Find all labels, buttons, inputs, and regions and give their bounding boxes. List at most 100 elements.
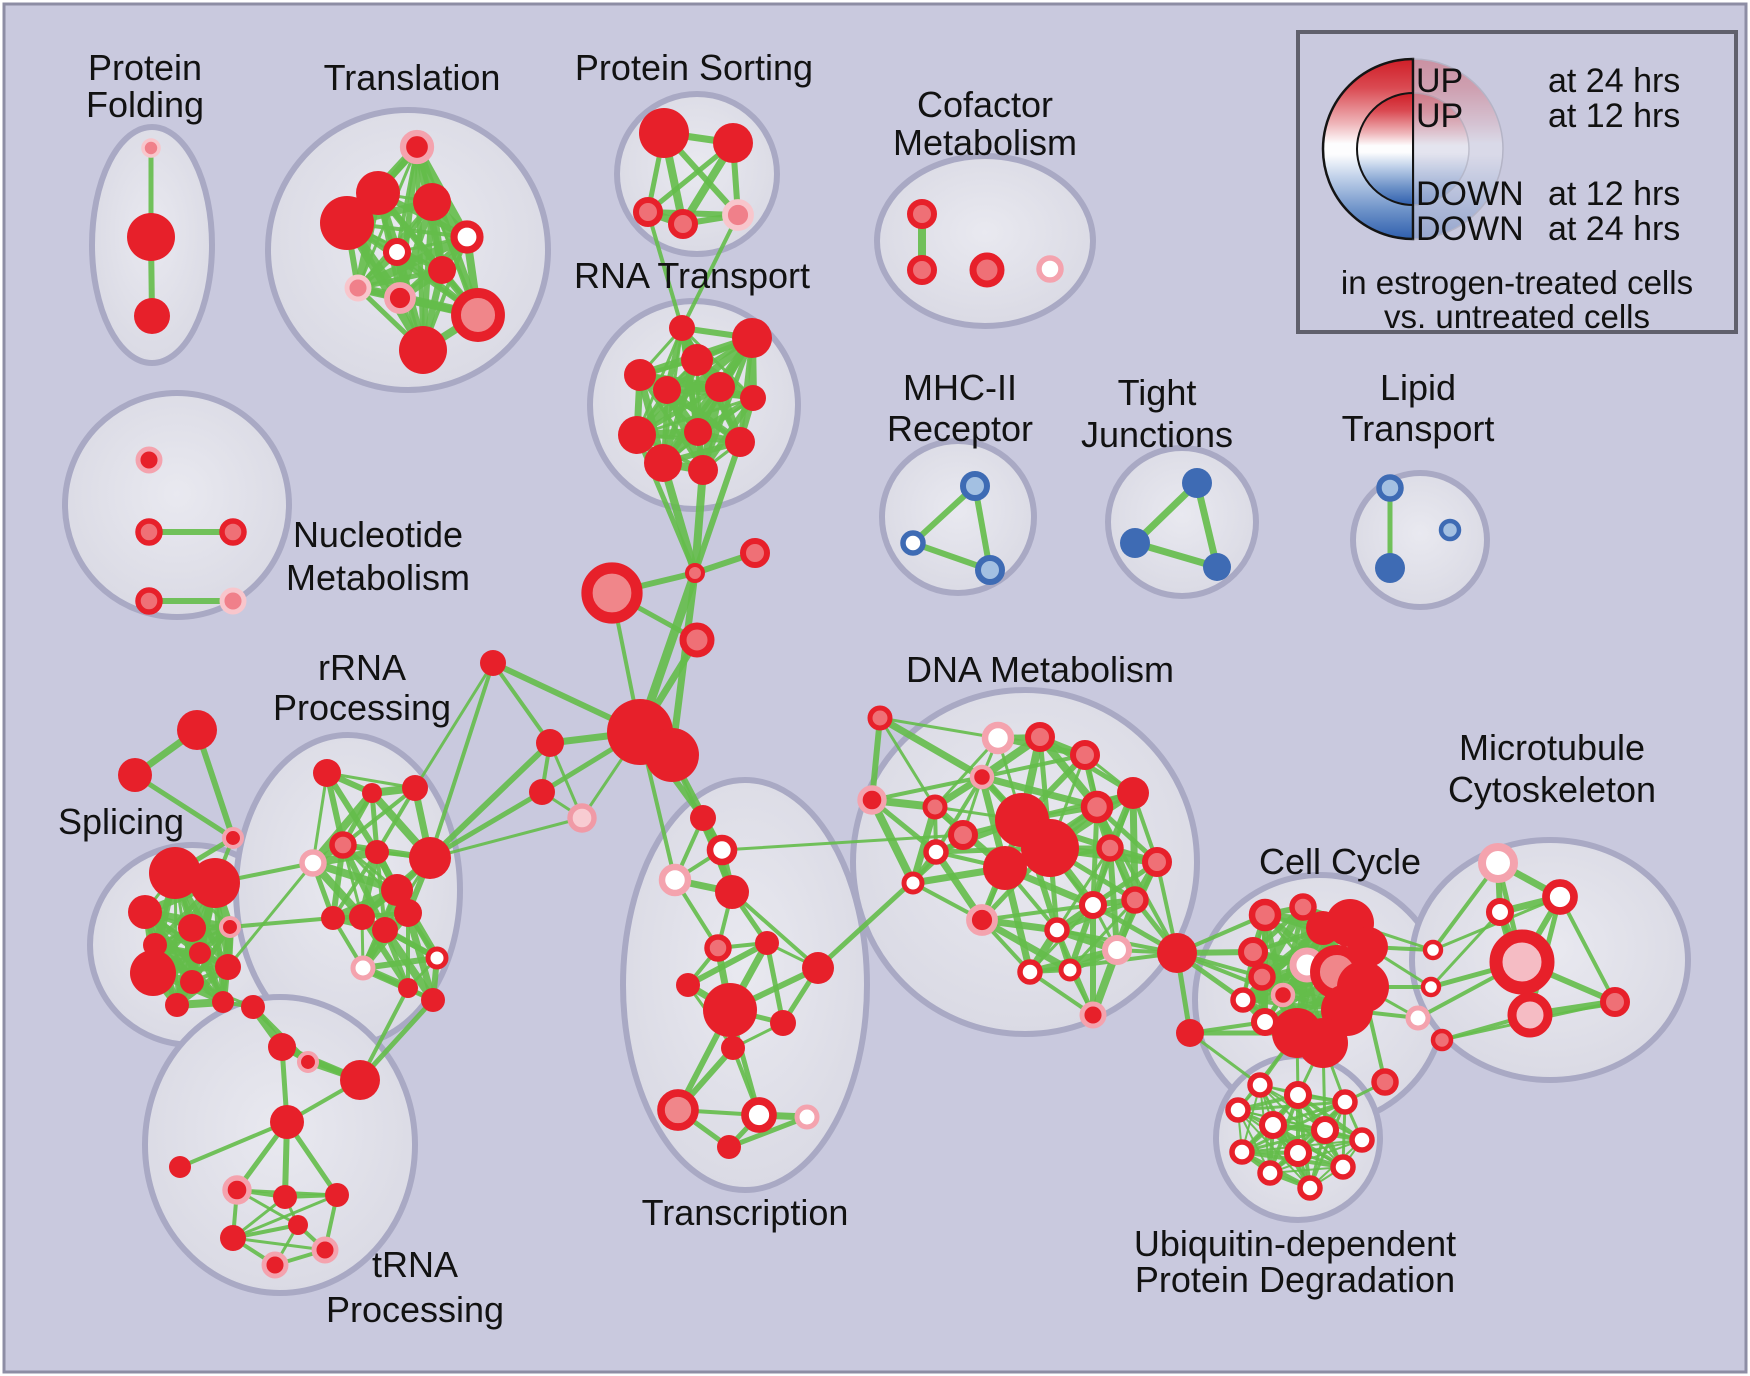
gene-node[interactable] bbox=[1283, 1080, 1313, 1110]
gene-node[interactable] bbox=[639, 108, 689, 158]
gene-node[interactable] bbox=[1176, 1019, 1204, 1047]
gene-node[interactable] bbox=[1157, 933, 1197, 973]
gene-node[interactable] bbox=[1203, 553, 1231, 581]
gene-node[interactable] bbox=[705, 372, 735, 402]
gene-node[interactable] bbox=[685, 563, 705, 583]
gene-node[interactable] bbox=[717, 1135, 741, 1159]
gene-node[interactable] bbox=[413, 183, 451, 221]
gene-node[interactable] bbox=[350, 955, 376, 981]
gene-node[interactable] bbox=[261, 1251, 289, 1279]
gene-node[interactable] bbox=[296, 1050, 320, 1074]
gene-node[interactable] bbox=[149, 847, 201, 899]
gene-node[interactable] bbox=[867, 705, 893, 731]
gene-node[interactable] bbox=[384, 282, 416, 314]
gene-node[interactable] bbox=[219, 587, 247, 615]
gene-node[interactable] bbox=[741, 1097, 777, 1133]
gene-node[interactable] bbox=[715, 875, 749, 909]
gene-node[interactable] bbox=[362, 783, 382, 803]
gene-node[interactable] bbox=[320, 196, 374, 250]
gene-node[interactable] bbox=[1257, 1160, 1283, 1186]
gene-node[interactable] bbox=[983, 846, 1027, 890]
gene-node[interactable] bbox=[713, 123, 753, 163]
gene-node[interactable] bbox=[268, 1033, 296, 1061]
gene-node[interactable] bbox=[770, 1010, 796, 1036]
gene-node[interactable] bbox=[189, 942, 211, 964]
gene-node[interactable] bbox=[1225, 1097, 1251, 1123]
gene-node[interactable] bbox=[1248, 963, 1276, 991]
gene-node[interactable] bbox=[1600, 987, 1630, 1017]
gene-node[interactable] bbox=[1078, 890, 1108, 920]
gene-node[interactable] bbox=[356, 171, 400, 215]
gene-node[interactable] bbox=[1096, 834, 1124, 862]
gene-node[interactable] bbox=[1298, 1018, 1348, 1068]
gene-node[interactable] bbox=[1330, 1154, 1356, 1180]
gene-node[interactable] bbox=[329, 831, 357, 859]
gene-node[interactable] bbox=[668, 209, 698, 239]
gene-node[interactable] bbox=[1036, 255, 1064, 283]
gene-node[interactable] bbox=[1349, 1127, 1375, 1153]
gene-node[interactable] bbox=[681, 344, 713, 376]
gene-node[interactable] bbox=[618, 416, 656, 454]
gene-node[interactable] bbox=[653, 376, 681, 404]
gene-node[interactable] bbox=[1021, 819, 1079, 877]
gene-node[interactable] bbox=[219, 518, 247, 546]
gene-node[interactable] bbox=[425, 946, 449, 970]
gene-node[interactable] bbox=[451, 288, 505, 342]
gene-node[interactable] bbox=[128, 895, 162, 929]
gene-node[interactable] bbox=[901, 871, 925, 895]
gene-node[interactable] bbox=[1542, 879, 1578, 915]
gene-node[interactable] bbox=[381, 874, 413, 906]
gene-node[interactable] bbox=[1121, 886, 1149, 914]
gene-node[interactable] bbox=[130, 950, 176, 996]
gene-node[interactable] bbox=[325, 1183, 349, 1207]
gene-node[interactable] bbox=[1332, 1089, 1358, 1115]
gene-node[interactable] bbox=[1025, 722, 1055, 752]
gene-node[interactable] bbox=[1375, 553, 1405, 583]
gene-node[interactable] bbox=[311, 1236, 339, 1264]
gene-node[interactable] bbox=[221, 826, 245, 850]
gene-node[interactable] bbox=[212, 991, 234, 1013]
gene-node[interactable] bbox=[394, 899, 422, 927]
gene-node[interactable] bbox=[706, 834, 738, 866]
gene-node[interactable] bbox=[684, 418, 712, 446]
gene-node[interactable] bbox=[399, 326, 447, 374]
gene-node[interactable] bbox=[721, 1036, 745, 1060]
gene-node[interactable] bbox=[215, 954, 241, 980]
gene-node[interactable] bbox=[703, 983, 757, 1037]
gene-node[interactable] bbox=[1283, 1138, 1313, 1168]
gene-node[interactable] bbox=[922, 794, 948, 820]
gene-node[interactable] bbox=[1247, 1072, 1273, 1098]
gene-node[interactable] bbox=[857, 785, 887, 815]
gene-node[interactable] bbox=[1079, 1001, 1107, 1029]
gene-node[interactable] bbox=[273, 1185, 297, 1209]
gene-node[interactable] bbox=[1376, 474, 1404, 502]
gene-node[interactable] bbox=[722, 199, 754, 231]
gene-node[interactable] bbox=[581, 562, 643, 624]
gene-node[interactable] bbox=[480, 650, 506, 676]
gene-node[interactable] bbox=[428, 256, 456, 284]
gene-node[interactable] bbox=[241, 995, 265, 1019]
gene-node[interactable] bbox=[450, 220, 484, 254]
gene-node[interactable] bbox=[900, 530, 926, 556]
gene-node[interactable] bbox=[969, 764, 995, 790]
gene-node[interactable] bbox=[178, 914, 206, 942]
gene-node[interactable] bbox=[220, 1225, 246, 1251]
gene-node[interactable] bbox=[1238, 937, 1268, 967]
gene-node[interactable] bbox=[658, 863, 692, 897]
gene-node[interactable] bbox=[645, 728, 699, 782]
gene-node[interactable] bbox=[690, 805, 716, 831]
gene-node[interactable] bbox=[1102, 935, 1132, 965]
gene-node[interactable] bbox=[135, 446, 163, 474]
gene-node[interactable] bbox=[402, 775, 428, 801]
gene-node[interactable] bbox=[688, 455, 718, 485]
gene-node[interactable] bbox=[567, 803, 597, 833]
gene-node[interactable] bbox=[1258, 1110, 1288, 1140]
gene-node[interactable] bbox=[966, 904, 998, 936]
gene-node[interactable] bbox=[740, 385, 766, 411]
gene-node[interactable] bbox=[657, 1089, 699, 1131]
gene-node[interactable] bbox=[704, 934, 732, 962]
gene-node[interactable] bbox=[1017, 959, 1043, 985]
gene-node[interactable] bbox=[1438, 518, 1462, 542]
gene-node[interactable] bbox=[624, 359, 656, 391]
